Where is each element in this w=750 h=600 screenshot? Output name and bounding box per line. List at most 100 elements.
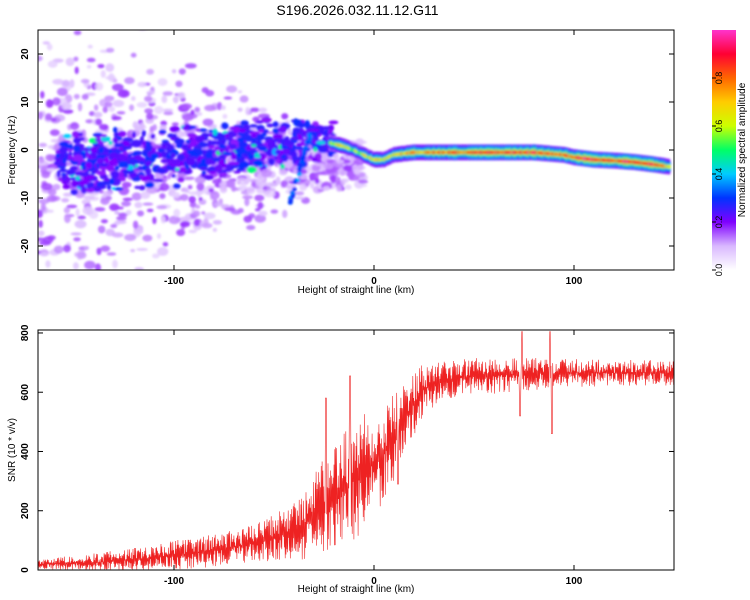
spectrogram-noise-cell — [344, 178, 349, 183]
spectrogram-noise-cell — [106, 252, 117, 256]
spectrogram-noise-cell — [159, 193, 166, 199]
spectrogram-noise-cell — [264, 182, 277, 188]
spectrogram-noise-cell — [162, 241, 169, 247]
colorbar-tick-label: 0.4 — [714, 168, 724, 181]
spectrogram-noise-cell — [130, 248, 136, 253]
spectrogram-noise-cell — [243, 215, 253, 223]
spectrogram-noise-cell — [95, 82, 104, 91]
spectrogram-cluster-cell — [292, 144, 297, 150]
spectrogram-cluster-cell — [278, 125, 287, 133]
spectrogram-noise-cell — [356, 140, 367, 145]
spectrogram-cluster-cell — [235, 146, 247, 155]
spectrogram-noise-cell — [110, 224, 118, 229]
spectrogram-cluster-cell — [189, 140, 196, 148]
spectrogram-noise-cell — [159, 124, 167, 131]
spectrogram-noise-cell — [52, 78, 64, 85]
spectrogram-cluster-cell — [280, 163, 286, 170]
spectrogram-noise-cell — [177, 172, 186, 179]
spectrogram-noise-cell — [256, 189, 263, 194]
spectrogram-y-tick-label: 0 — [20, 147, 31, 153]
spectrogram-noise-cell — [73, 30, 82, 36]
spectrogram-noise-cell — [239, 95, 249, 103]
spectrogram-cluster-cell — [212, 128, 218, 136]
spectrogram-cluster-cell — [292, 130, 299, 135]
spectrogram-noise-cell — [220, 105, 226, 111]
spectrogram-noise-cell — [311, 164, 321, 172]
spectrogram-noise-cell — [87, 294, 98, 301]
spectrogram-noise-cell — [108, 106, 116, 113]
spectrogram-cluster-cell — [129, 152, 140, 156]
spectrogram-cluster-cell — [301, 149, 307, 154]
spectrogram-cluster-cell — [184, 123, 191, 128]
spectrogram-noise-cell — [188, 229, 197, 234]
spectrogram-noise-cell — [201, 211, 206, 215]
spectrogram-cluster-cell — [289, 190, 295, 195]
spectrogram-cluster-cell — [62, 184, 71, 190]
spectrogram-noise-cell — [134, 125, 145, 132]
spectrogram-noise-cell — [353, 175, 360, 181]
spectrogram-noise-cell — [94, 263, 101, 270]
spectrogram-cluster-cell — [78, 137, 86, 141]
spectrogram-cluster-cell — [103, 156, 109, 164]
spectrogram-noise-cell — [34, 286, 42, 290]
spectrogram-noise-cell — [237, 90, 243, 94]
colorbar-ticks: 0.0 0.2 0.4 0.6 0.8 — [712, 72, 724, 276]
spectrogram-noise-cell — [73, 237, 81, 242]
spectrogram-noise-cell — [50, 302, 55, 306]
spectrogram-noise-cell — [114, 210, 120, 215]
spectrogram-noise-cell — [133, 227, 144, 235]
spectrogram-noise-cell — [95, 118, 103, 126]
spectrogram-cluster-cell — [144, 167, 152, 176]
snr-y-tick-label: 800 — [20, 324, 31, 341]
spectrogram-cluster-cell — [169, 152, 176, 159]
spectrogram-noise-cell — [255, 177, 267, 187]
spectrogram-noise-cell — [41, 311, 48, 319]
chart-title: S196.2026.032.11.12.G11 — [276, 2, 439, 18]
spectrogram-noise-cell — [218, 198, 223, 204]
spectrogram-cluster-cell — [73, 145, 82, 152]
spectrogram-x-tick-label: 100 — [566, 276, 583, 287]
spectrogram-noise-cell — [195, 112, 203, 116]
spectrogram-cluster-cell — [106, 164, 114, 172]
spectrogram-cluster-cell — [73, 154, 83, 162]
snr-x-tick-label: 100 — [566, 576, 583, 587]
spectrogram-noise-cell — [57, 299, 65, 304]
spectrogram-noise-cell — [102, 106, 108, 113]
spectrogram-noise-cell — [198, 196, 203, 202]
spectrogram-noise-cell — [136, 210, 145, 217]
spectrogram-cluster-cell — [212, 156, 221, 162]
spectrogram-cluster-cell — [82, 165, 87, 171]
spectrogram-cluster-cell — [260, 132, 267, 137]
spectrogram-cluster-cell — [160, 158, 169, 164]
spectrogram-noise-cell — [190, 109, 195, 115]
spectrogram-cluster-cell — [86, 182, 93, 189]
spectrogram-cluster-cell — [311, 156, 318, 163]
spectrogram-noise-cell — [162, 108, 174, 112]
spectrogram-noise-cell — [46, 195, 58, 203]
spectrogram-cluster-cell — [62, 157, 67, 164]
spectrogram-cluster-cell — [267, 140, 277, 149]
spectrogram-noise-cell — [177, 92, 186, 99]
spectrogram-noise-cell — [96, 311, 106, 317]
spectrogram-noise-cell — [172, 96, 179, 104]
spectrogram-cluster-cell — [185, 158, 196, 166]
spectrogram-noise-cell — [46, 168, 56, 172]
spectrogram-noise-cell — [193, 218, 201, 227]
spectrogram-noise-cell — [47, 188, 57, 196]
spectrogram-noise-cell — [116, 206, 124, 210]
spectrogram-noise-cell — [281, 113, 289, 120]
spectrogram-cluster-cell — [238, 141, 248, 148]
spectrogram-cluster-cell — [155, 167, 167, 174]
spectrogram-noise-cell — [226, 85, 238, 93]
spectrogram-noise-cell — [39, 252, 50, 257]
spectrogram-cluster-cell — [145, 160, 153, 167]
spectrogram-cluster-cell — [252, 159, 264, 167]
spectrogram-noise-cell — [131, 192, 142, 201]
spectrogram-noise-cell — [118, 216, 124, 222]
spectrogram-cluster-cell — [303, 145, 309, 150]
spectrogram-cluster-cell — [75, 176, 81, 181]
spectrogram-cluster-cell — [145, 181, 155, 189]
spectrogram-cluster-cell — [236, 137, 245, 143]
spectrogram-cluster-cell — [111, 158, 118, 165]
spectrogram-cluster-cell — [139, 174, 144, 179]
